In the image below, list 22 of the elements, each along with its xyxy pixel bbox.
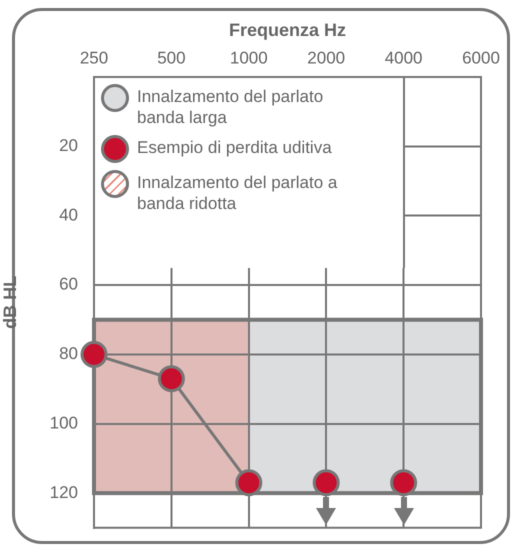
x-tick-label: 250 xyxy=(80,48,108,68)
legend-label: Esempio di perdita uditiva xyxy=(137,137,332,158)
x-tick-label: 1000 xyxy=(230,48,268,68)
y-tick-label: 40 xyxy=(59,205,78,224)
point xyxy=(80,340,108,368)
y-tick-label: 100 xyxy=(50,413,78,432)
y-tick-label: 60 xyxy=(59,274,78,294)
y-tick-label: 120 xyxy=(50,482,78,502)
x-tick-label: 500 xyxy=(157,48,186,68)
point xyxy=(235,469,262,496)
y-axis-title: dB HL xyxy=(0,276,20,329)
x-tick-label: 6000 xyxy=(462,48,500,68)
point xyxy=(390,469,418,496)
y-tick-label: 80 xyxy=(59,344,78,364)
point xyxy=(158,365,185,392)
x-axis-title: Frequenza Hz xyxy=(228,20,346,40)
legend-label: Innalzamento del parlato banda larga xyxy=(137,86,324,128)
legend-label: Innalzamento del parlato a banda ridotta xyxy=(137,172,338,214)
x-tick-label: 2000 xyxy=(307,48,346,68)
x-tick-label: 4000 xyxy=(384,48,423,68)
y-tick-label: 20 xyxy=(59,136,78,156)
point xyxy=(312,469,340,496)
